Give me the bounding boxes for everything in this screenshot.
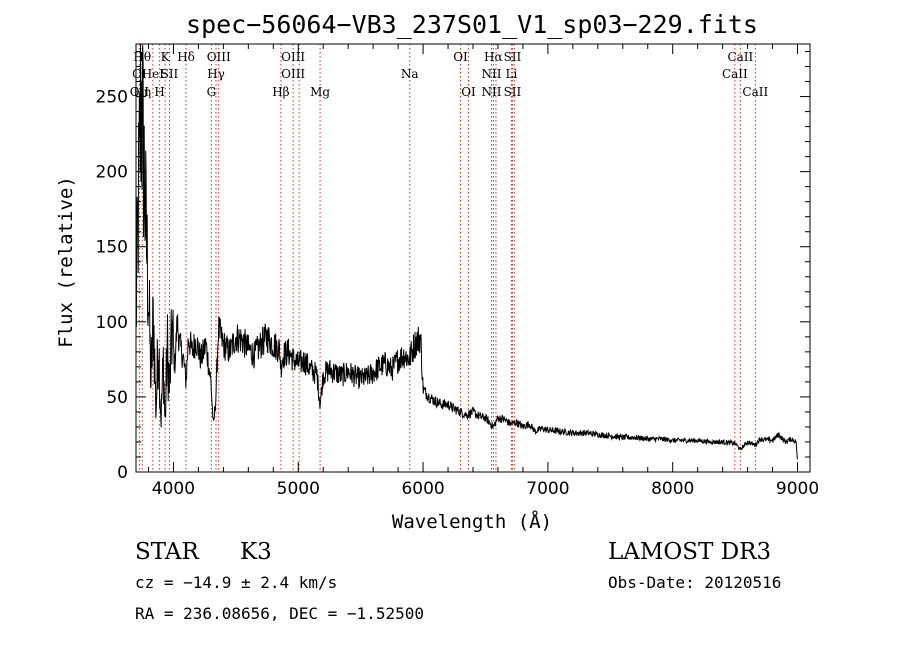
line-label: NII — [481, 85, 501, 99]
y-axis-label: Flux (relative) — [55, 176, 77, 348]
emission-line-markers — [138, 44, 756, 472]
line-label: Hα — [484, 50, 503, 64]
y-tick-label: 150 — [96, 238, 128, 258]
x-tick-label: 8000 — [651, 479, 694, 499]
x-axis-label: Wavelength (Å) — [392, 510, 552, 533]
line-label: NII — [481, 67, 501, 81]
line-label: Hγ — [207, 67, 225, 81]
y-tick-label: 200 — [96, 163, 128, 183]
line-label: OIII — [207, 50, 231, 64]
line-label: CaII — [742, 85, 768, 99]
x-tick-label: 5000 — [277, 479, 320, 499]
line-label: Mg — [310, 85, 330, 99]
y-tick-label: 50 — [106, 388, 128, 408]
line-label: Li — [506, 67, 518, 81]
line-label: HeI — [142, 67, 165, 81]
spectrum-line — [135, 44, 798, 460]
x-tick-label: 9000 — [776, 479, 819, 499]
line-label: OI — [453, 50, 468, 64]
line-label: Hβ — [272, 85, 289, 99]
line-label: G — [207, 85, 217, 99]
line-label: OIII — [281, 67, 305, 81]
line-label: SII — [504, 85, 522, 99]
line-label: OIII — [281, 50, 305, 64]
y-tick-label: 100 — [96, 313, 128, 333]
coordinates-text: RA = 236.08656, DEC = −1.52500 — [135, 604, 424, 623]
x-tick-label: 7000 — [526, 479, 569, 499]
y-tick-label: 0 — [117, 463, 128, 483]
axis-ticks: 4000 5000 6000 7000 8000 9000 0 50 100 150 200 250 — [96, 44, 819, 499]
line-label: SII — [161, 67, 179, 81]
line-label: CaII — [722, 67, 748, 81]
y-tick-label: 250 — [96, 88, 128, 108]
object-subclass: K3 — [240, 539, 272, 565]
line-label: OII — [130, 85, 150, 99]
redshift-text: cz = −14.9 ± 2.4 km/s — [135, 573, 337, 592]
survey-name: LAMOST DR3 — [608, 539, 771, 565]
line-label: H — [154, 85, 164, 99]
x-tick-label: 6000 — [401, 479, 444, 499]
x-tick-label: 4000 — [152, 479, 195, 499]
line-label: Hδ — [177, 50, 195, 64]
line-label: SII — [504, 50, 522, 64]
line-label: CaII — [727, 50, 753, 64]
obs-date-text: Obs-Date: 20120516 — [608, 573, 781, 592]
object-class: STAR — [135, 539, 199, 565]
line-label: Na — [401, 67, 419, 81]
plot-frame — [135, 43, 811, 473]
line-label: K — [161, 50, 171, 64]
emission-line-labels: OIOIIHθHηHeIHKSIIHδGHγOIIIHβOIIIOIIIMgNa… — [130, 50, 769, 99]
chart-title: spec−56064−VB3_237S01_V1_sp03−229.fits — [186, 10, 758, 39]
line-label: OI — [461, 85, 476, 99]
